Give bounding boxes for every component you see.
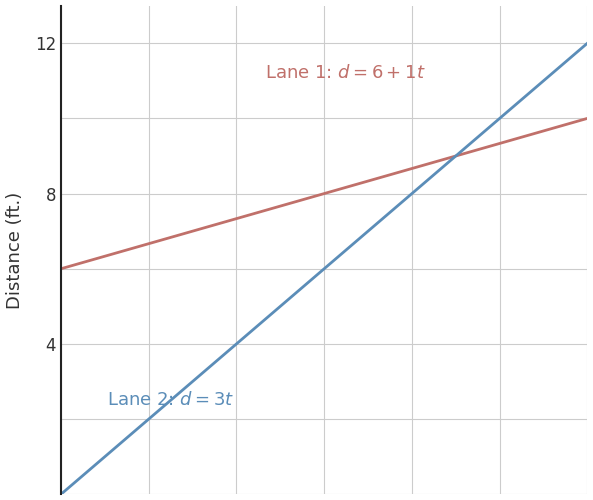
Y-axis label: Distance (ft.): Distance (ft.) bbox=[5, 192, 24, 308]
Text: Lane 2: $d = 3t$: Lane 2: $d = 3t$ bbox=[107, 392, 234, 409]
Text: Lane 1: $d = 6 + 1t$: Lane 1: $d = 6 + 1t$ bbox=[265, 64, 426, 82]
